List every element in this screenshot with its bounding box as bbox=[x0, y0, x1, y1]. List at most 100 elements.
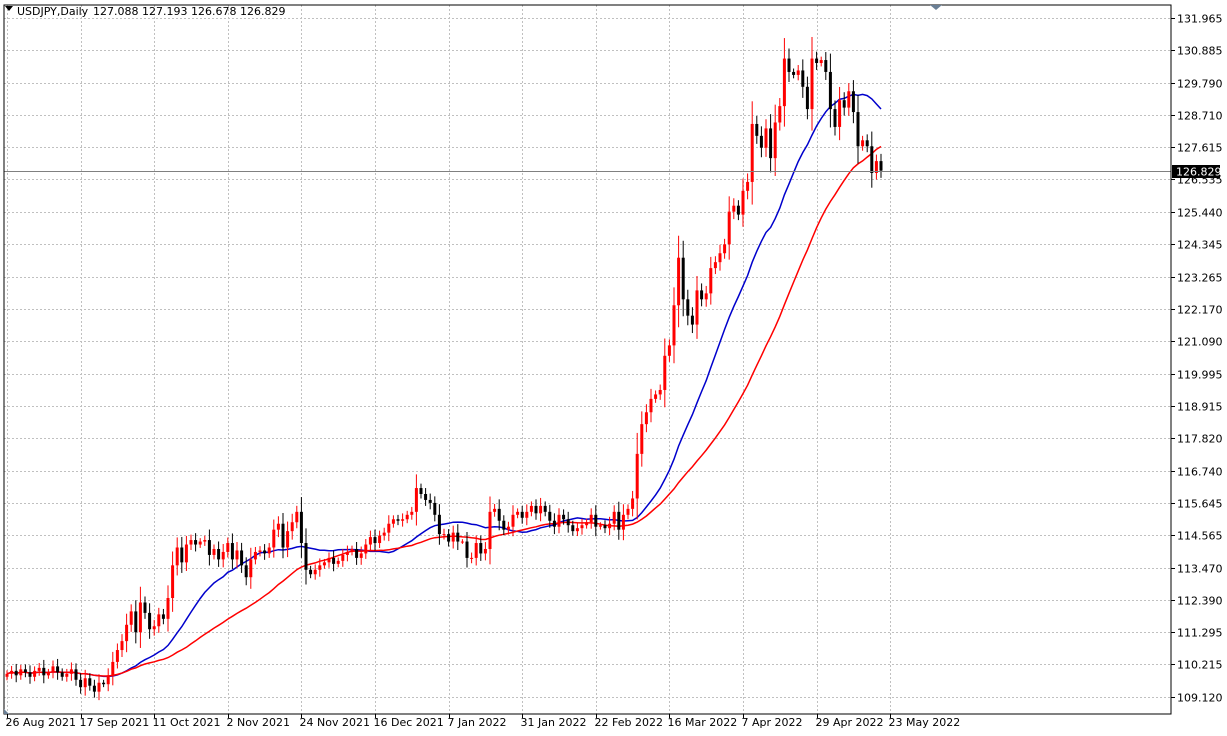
candle-bear bbox=[88, 678, 92, 686]
y-tick-label: 131.965 bbox=[1177, 13, 1223, 26]
candle-bear bbox=[870, 146, 874, 174]
candle-bear bbox=[805, 86, 809, 110]
candle-bull bbox=[19, 669, 23, 676]
y-tick-label: 123.265 bbox=[1177, 272, 1223, 285]
candle-bull bbox=[129, 611, 133, 625]
candle-bear bbox=[424, 493, 428, 500]
candle-bull bbox=[695, 290, 699, 325]
symbol-timeframe: USDJPY,Daily bbox=[17, 5, 89, 18]
y-tick-label: 121.090 bbox=[1177, 336, 1223, 349]
candle-bull bbox=[83, 678, 87, 688]
candle-bull bbox=[626, 508, 630, 515]
candle-bull bbox=[401, 519, 405, 521]
candle-bull bbox=[97, 682, 101, 692]
candle-bull bbox=[488, 511, 492, 549]
candle-bull bbox=[810, 58, 814, 110]
candle-bull bbox=[557, 514, 561, 527]
candle-bear bbox=[833, 109, 837, 127]
candle-bear bbox=[792, 71, 796, 75]
x-tick-label: 7 Jan 2022 bbox=[448, 716, 507, 729]
plot-frame bbox=[3, 4, 1172, 715]
candle-bear bbox=[842, 100, 846, 108]
symbol-menu-triangle-icon[interactable] bbox=[5, 6, 13, 11]
candle-bull bbox=[442, 534, 446, 536]
candle-bull bbox=[65, 673, 69, 677]
candle-bull bbox=[778, 106, 782, 123]
candle-bull bbox=[318, 565, 322, 570]
candle-bull bbox=[46, 672, 50, 676]
y-tick-label: 113.470 bbox=[1177, 563, 1223, 576]
candle-bull bbox=[782, 58, 786, 107]
y-tick-label: 117.820 bbox=[1177, 433, 1223, 446]
candle-bull bbox=[493, 508, 497, 512]
candle-bull bbox=[516, 511, 520, 515]
candle-bear bbox=[456, 532, 460, 542]
candle-bull bbox=[171, 565, 175, 599]
candle-bear bbox=[690, 315, 694, 325]
grid bbox=[4, 5, 1171, 714]
candle-bear bbox=[520, 511, 524, 518]
chart-shift-marker-icon[interactable] bbox=[930, 5, 942, 10]
candle-bull bbox=[276, 523, 280, 530]
candle-bear bbox=[617, 511, 621, 530]
candle-bear bbox=[437, 514, 441, 535]
candle-bear bbox=[824, 60, 828, 72]
y-tick-label: 119.995 bbox=[1177, 369, 1223, 382]
candle-bear bbox=[759, 135, 763, 148]
candle-bear bbox=[851, 91, 855, 113]
candle-bull bbox=[635, 453, 639, 499]
moving-average-fast bbox=[6, 93, 882, 678]
y-tick-label: 114.565 bbox=[1177, 530, 1223, 543]
candle-bull bbox=[184, 544, 188, 563]
candle-bear bbox=[180, 547, 184, 563]
candle-bull bbox=[750, 123, 754, 182]
candle-bull bbox=[350, 548, 354, 552]
y-tick-label: 125.440 bbox=[1177, 207, 1223, 220]
candle-bull bbox=[327, 557, 331, 563]
candle-bear bbox=[548, 511, 552, 521]
candle-bull bbox=[410, 511, 414, 515]
candle-bull bbox=[51, 666, 55, 673]
candle-bear bbox=[856, 112, 860, 147]
candles bbox=[5, 37, 883, 701]
candle-bull bbox=[69, 669, 73, 674]
candle-bear bbox=[479, 543, 483, 554]
candle-bull bbox=[667, 345, 671, 356]
candle-bear bbox=[534, 505, 538, 514]
candle-bear bbox=[865, 140, 869, 147]
candle-bull bbox=[470, 557, 474, 559]
candle-bull bbox=[838, 100, 842, 127]
candle-bear bbox=[396, 519, 400, 521]
candle-bear bbox=[56, 666, 60, 673]
price-axis[interactable]: 131.965130.885129.790128.710127.615126.5… bbox=[1171, 13, 1223, 705]
candle-bear bbox=[828, 71, 832, 110]
candle-bull bbox=[506, 526, 510, 530]
scroll-corner-icon bbox=[4, 709, 9, 714]
x-tick-label: 26 Aug 2021 bbox=[6, 716, 76, 729]
candle-bull bbox=[120, 641, 124, 651]
candle-bull bbox=[764, 128, 768, 148]
candle-bear bbox=[562, 514, 566, 520]
candle-bear bbox=[299, 511, 303, 544]
candle-bull bbox=[286, 531, 290, 548]
candle-bull bbox=[258, 550, 262, 552]
candle-bull bbox=[125, 624, 129, 642]
candle-bear bbox=[355, 548, 359, 558]
candle-bear bbox=[433, 502, 437, 515]
candle-bear bbox=[148, 612, 152, 630]
candle-bear bbox=[502, 520, 506, 530]
candle-bull bbox=[474, 543, 478, 558]
x-tick-label: 7 Apr 2022 bbox=[742, 716, 803, 729]
candle-bull bbox=[598, 525, 602, 527]
candle-bull bbox=[658, 389, 662, 395]
candle-bear bbox=[217, 548, 221, 560]
candle-bear bbox=[497, 508, 501, 521]
time-axis[interactable]: 26 Aug 2021 17 Sep 2021 11 Oct 2021 2 Nov 2… bbox=[6, 714, 961, 729]
candle-bull bbox=[322, 562, 326, 566]
candle-bull bbox=[585, 522, 589, 526]
candle-bear bbox=[309, 569, 313, 575]
ohlc-values: 127.088 127.193 126.678 126.829 bbox=[93, 5, 285, 18]
candle-bear bbox=[815, 58, 819, 64]
